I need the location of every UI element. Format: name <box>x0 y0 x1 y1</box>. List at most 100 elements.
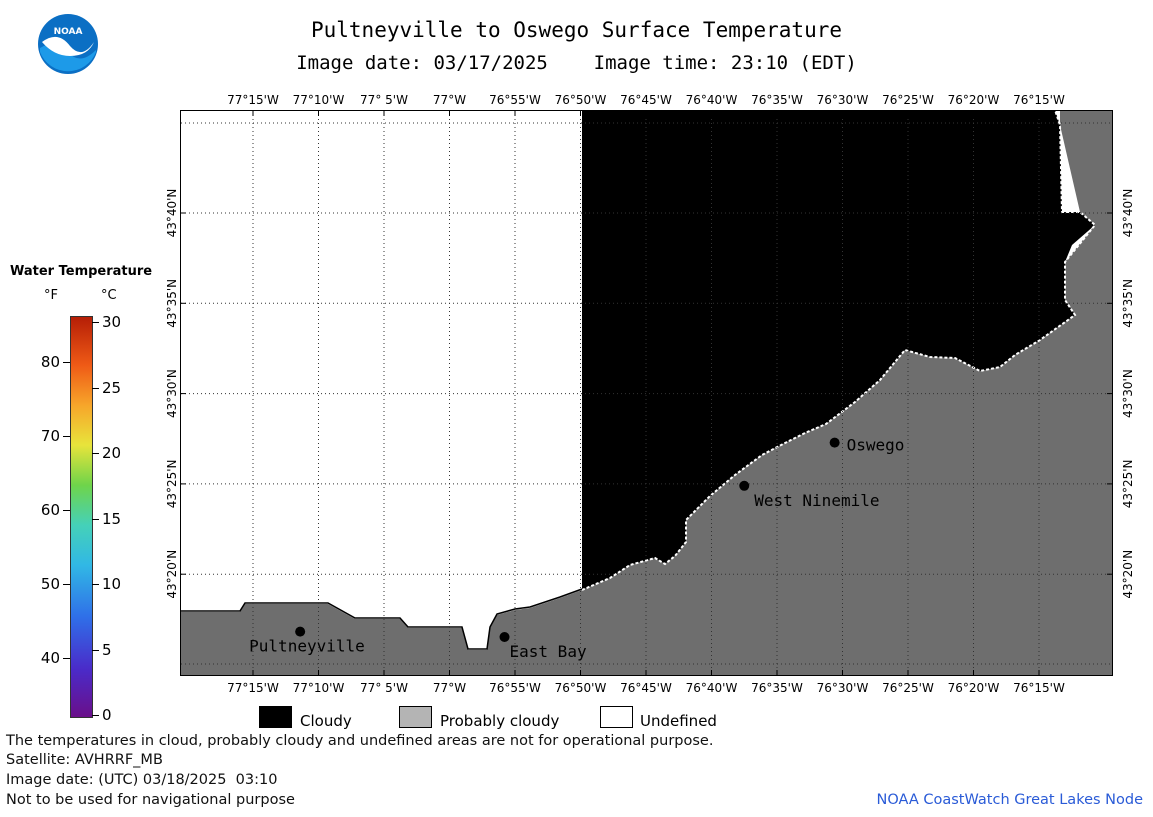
c-tick-mark <box>92 649 99 651</box>
cloud-edge <box>581 109 1097 591</box>
image-time-label: Image time: 23:10 (EDT) <box>593 52 857 74</box>
place-label: West Ninemile <box>754 491 879 510</box>
noaa-logo: NOAA <box>38 14 98 74</box>
lon-label: 76°20'W <box>948 681 1000 695</box>
place-marker <box>829 437 840 448</box>
probably-cloudy-label: Probably cloudy <box>440 712 560 730</box>
noaa-logo-text: NOAA <box>54 27 83 37</box>
latitude-labels-right: 43°40'N 43°35'N 43°30'N 43°25'N 43°20'N <box>1121 189 1135 599</box>
lat-label: 43°30'N <box>165 369 179 418</box>
c-tick-mark <box>92 322 99 323</box>
lat-label: 43°40'N <box>165 189 179 238</box>
latitude-labels-left: 43°40'N 43°35'N 43°30'N 43°25'N 43°20'N <box>165 189 179 599</box>
f-tick-mark <box>63 436 70 437</box>
lon-label: 76°45'W <box>620 681 672 695</box>
c-tick-mark <box>92 715 99 716</box>
probably-cloudy-swatch <box>399 706 432 728</box>
lat-label: 43°35'N <box>1121 279 1135 328</box>
undefined-label: Undefined <box>640 712 717 730</box>
lon-label: 76°40'W <box>686 93 738 107</box>
lon-label: 76°55'W <box>489 93 541 107</box>
c-tick-label: 15 <box>102 509 122 528</box>
place-label: Oswego <box>847 436 905 455</box>
c-tick-label: 10 <box>102 575 122 593</box>
undefined-swatch <box>600 706 633 728</box>
c-tick-label: 0 <box>102 706 112 724</box>
temperature-colorbar <box>70 316 93 718</box>
longitude-labels-top: 77°15'W 77°10'W 77° 5'W 77°W 76°55'W 76°50'W 7… <box>227 93 1065 107</box>
lon-label: 76°55'W <box>489 681 541 695</box>
image-date-label: Image date: 03/17/2025 <box>296 52 548 74</box>
lat-label: 43°20'N <box>1121 550 1135 599</box>
lon-label: 76°25'W <box>882 681 934 695</box>
lon-label: 76°15'W <box>1013 681 1065 695</box>
f-tick-label: 60 <box>40 501 60 519</box>
legend-title: Water Temperature <box>10 264 153 279</box>
lat-label: 43°25'N <box>1121 459 1135 508</box>
lon-label: 76°30'W <box>817 681 869 695</box>
page-title: Pultneyville to Oswego Surface Temperatu… <box>310 18 842 42</box>
c-tick-mark <box>92 518 99 520</box>
f-tick-mark <box>63 362 70 363</box>
nav-warning: Not to be used for navigational purpose <box>6 792 295 808</box>
disclaimer: The temperatures in cloud, probably clou… <box>6 733 714 749</box>
lat-label: 43°30'N <box>1121 369 1135 418</box>
lon-label: 76°15'W <box>1013 93 1065 107</box>
f-tick-label: 50 <box>40 575 60 593</box>
lon-label: 76°35'W <box>751 93 803 107</box>
cloudy-area <box>582 110 1095 590</box>
cloudy-label: Cloudy <box>300 712 352 730</box>
probably-cloudy-area <box>180 110 1113 676</box>
c-tick-label: 20 <box>102 444 122 462</box>
f-tick-mark <box>63 510 70 511</box>
graticule <box>180 110 1113 676</box>
cloudy-swatch <box>259 706 292 728</box>
c-tick-label: 5 <box>102 640 112 659</box>
lon-label: 76°35'W <box>751 681 803 695</box>
lat-label: 43°35'N <box>165 279 179 328</box>
c-tick-label: 30 <box>102 313 122 331</box>
lat-label: 43°25'N <box>165 459 179 508</box>
lon-label: 77°15'W <box>227 93 279 107</box>
lon-label: 77° 5'W <box>360 681 408 695</box>
f-tick-mark <box>63 584 70 585</box>
lon-label: 76°20'W <box>948 93 1000 107</box>
satellite-info: Satellite: AVHRRF_MB <box>6 752 163 768</box>
place-marker <box>295 626 306 637</box>
place-markers: Pultneyville East Bay West Ninemile Oswego <box>249 436 904 661</box>
lon-label: 77°W <box>433 681 466 695</box>
c-tick-mark <box>92 584 99 585</box>
lon-label: 76°40'W <box>686 681 738 695</box>
lon-label: 77°10'W <box>293 93 345 107</box>
f-tick-label: 70 <box>40 427 60 445</box>
lat-label: 43°40'N <box>1121 189 1135 238</box>
lon-label: 76°45'W <box>620 93 672 107</box>
lon-label: 76°30'W <box>817 93 869 107</box>
c-tick-mark <box>92 387 99 389</box>
c-tick-label: 25 <box>102 378 122 397</box>
lon-label: 77°10'W <box>293 681 345 695</box>
place-marker <box>499 632 510 642</box>
image-datetime: Image date: 03/17/2025 Image time: 23:10… <box>0 52 1153 74</box>
place-label: East Bay <box>510 642 587 661</box>
lat-label: 43°20'N <box>165 550 179 599</box>
credit-link[interactable]: NOAA CoastWatch Great Lakes Node <box>876 792 1143 808</box>
place-marker <box>739 480 750 491</box>
lon-label: 77°15'W <box>227 681 279 695</box>
f-tick-label: 80 <box>40 353 60 371</box>
lon-label: 76°25'W <box>882 93 934 107</box>
place-label: Pultneyville <box>249 637 365 656</box>
legend-unit-c: °C <box>101 288 117 303</box>
f-tick-mark <box>63 658 70 659</box>
legend-unit-f: °F <box>44 288 58 303</box>
f-tick-label: 40 <box>40 649 60 667</box>
lon-label: 77° 5'W <box>360 93 408 107</box>
shoreline <box>180 588 583 650</box>
utc-date: Image date: (UTC) 03/18/2025 03:10 <box>6 772 278 788</box>
c-tick-mark <box>92 453 99 454</box>
lon-label: 76°50'W <box>555 93 607 107</box>
longitude-labels-bottom: 77°15'W 77°10'W 77° 5'W 77°W 76°55'W 76°50'W 7… <box>227 681 1065 695</box>
map-frame <box>180 109 1113 676</box>
lon-label: 77°W <box>433 93 466 107</box>
